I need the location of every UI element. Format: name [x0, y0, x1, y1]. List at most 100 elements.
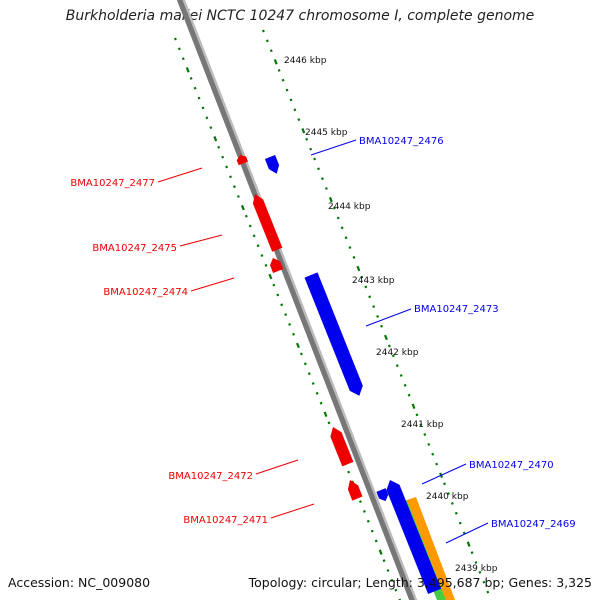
kbp-label: 2445 kbp — [305, 128, 348, 138]
tick-mark — [177, 47, 181, 51]
tick-mark — [173, 37, 177, 41]
gene-label: BMA10247_2471 — [183, 515, 268, 526]
tick-mark — [372, 305, 376, 309]
tick-mark — [293, 108, 297, 112]
tick-mark — [240, 204, 245, 211]
tick-mark — [462, 531, 466, 535]
tick-mark — [336, 216, 340, 220]
tick-mark — [466, 541, 471, 547]
tick-mark — [201, 106, 205, 110]
kbp-label: 2439 kbp — [455, 564, 498, 574]
tick-mark — [229, 175, 232, 179]
leader-line — [190, 277, 235, 292]
tick-mark — [374, 539, 378, 543]
backbone-highlight — [182, 0, 418, 600]
tick-mark — [269, 49, 273, 53]
tick-mark — [384, 334, 388, 341]
tick-mark — [394, 588, 398, 592]
tick-mark — [482, 580, 486, 584]
tick-mark — [380, 324, 383, 328]
kbp-label: 2444 kbp — [328, 202, 371, 212]
gene-arrow-bma10247-2474 — [270, 258, 284, 273]
tick-mark — [386, 569, 390, 572]
tick-mark — [280, 303, 284, 307]
tick-mark — [292, 332, 295, 336]
tick-mark — [344, 236, 348, 240]
leader-line — [421, 463, 467, 485]
tick-mark — [470, 551, 474, 555]
gene-arrow-bma10247-2475 — [252, 194, 283, 252]
tick-mark — [360, 275, 364, 279]
kbp-label: 2446 kbp — [284, 56, 327, 66]
tick-mark — [265, 39, 269, 43]
tick-mark — [181, 57, 185, 61]
gene-features — [236, 155, 442, 594]
backbone-track — [176, 0, 418, 600]
leader-line — [270, 503, 315, 519]
tick-mark — [324, 187, 328, 190]
leader-line — [445, 522, 489, 544]
tick-mark — [362, 510, 366, 513]
tick-mark — [427, 442, 431, 446]
tick-mark — [264, 263, 268, 267]
tick-mark — [340, 226, 344, 230]
gene-arrow-bma10247-2477 — [236, 155, 248, 166]
tick-mark — [299, 352, 303, 356]
leader-line — [365, 308, 412, 327]
kbp-label: 2442 kbp — [376, 348, 419, 358]
tick-mark — [390, 578, 394, 582]
tick-mark — [193, 86, 197, 90]
outer-dotted-track — [261, 29, 490, 594]
tick-mark — [244, 214, 248, 218]
gene-label: BMA10247_2473 — [414, 304, 499, 315]
tick-mark — [284, 313, 288, 317]
tick-mark — [323, 411, 328, 418]
tick-mark — [285, 88, 289, 92]
gene-labels: BMA10247_2476 BMA10247_2477 BMA10247_2475 B… — [70, 136, 575, 530]
tick-mark — [260, 254, 264, 257]
tick-mark — [236, 195, 240, 198]
tick-mark — [423, 433, 427, 436]
tick-mark — [474, 561, 478, 564]
gene-arrow-bma10247-2469 — [386, 480, 442, 594]
gene-label: BMA10247_2472 — [168, 471, 253, 482]
leader-line — [157, 167, 203, 183]
tick-mark — [273, 59, 278, 65]
label-leaders — [157, 139, 489, 544]
tick-mark — [415, 413, 419, 417]
gene-arrow-bma10247-2470 — [376, 488, 389, 502]
gene-label: BMA10247_2469 — [491, 519, 576, 530]
kbp-label: 2443 kbp — [352, 276, 395, 286]
tick-mark — [387, 344, 391, 348]
track-orange — [407, 497, 455, 600]
tick-mark — [221, 155, 225, 159]
backbone-line — [176, 0, 415, 600]
tick-mark — [478, 570, 482, 574]
tick-mark — [370, 529, 374, 533]
tick-mark — [185, 67, 190, 73]
tick-mark — [205, 116, 209, 120]
gene-label: BMA10247_2474 — [103, 287, 188, 298]
tick-mark — [288, 323, 292, 326]
tick-mark — [398, 598, 401, 600]
tick-mark — [189, 76, 193, 80]
kbp-labels: 2446 kbp 2445 kbp 2444 kbp 2443 kbp 2442 kbp… — [284, 56, 498, 574]
tick-mark — [332, 206, 336, 210]
kbp-label: 2440 kbp — [426, 492, 469, 502]
tick-mark — [197, 96, 201, 100]
tick-mark — [431, 452, 435, 456]
tick-mark — [352, 255, 356, 259]
tick-mark — [382, 559, 386, 563]
tick-mark — [256, 244, 260, 248]
gene-label: BMA10247_2476 — [359, 136, 444, 147]
tick-mark — [301, 128, 306, 134]
tick-mark — [213, 136, 218, 142]
tick-mark — [315, 391, 319, 395]
gene-label: BMA10247_2475 — [92, 243, 177, 254]
tick-mark — [328, 196, 333, 203]
tick-mark — [225, 165, 229, 169]
tick-mark — [311, 382, 315, 385]
tick-mark — [411, 403, 416, 410]
